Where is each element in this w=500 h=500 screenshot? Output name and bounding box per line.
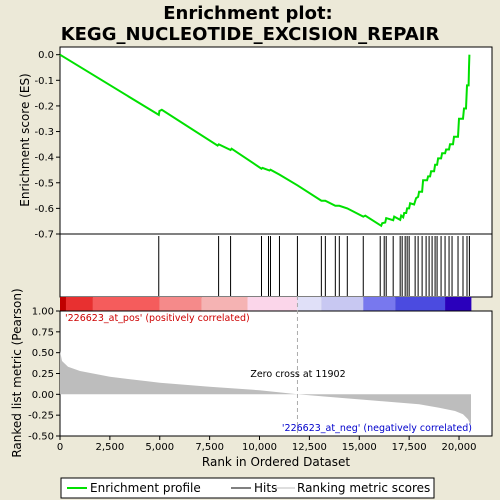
es-panel — [59, 46, 493, 235]
x-tick-label: 10,000 — [242, 442, 277, 453]
heat-segment — [445, 297, 472, 311]
es-y-tick-label: -0.1 — [34, 76, 54, 87]
ranking-y-tick-label: -0.50 — [28, 432, 54, 443]
es-y-tick-label: 0.0 — [38, 50, 54, 61]
pos-correlated-label: '226623_at_pos' (positively correlated) — [65, 313, 250, 324]
x-tick-label: 12,500 — [292, 442, 327, 453]
zero-cross-label: Zero cross at 11902 — [250, 369, 345, 380]
x-tick-label: 0 — [57, 442, 63, 453]
hits-panel — [59, 233, 493, 298]
heat-segment — [247, 297, 298, 311]
ranking-y-tick-label: 0.00 — [32, 390, 54, 401]
legend-ranking-label: Ranking metric scores — [297, 481, 430, 495]
es-y-axis: 0.0 -0.1 -0.2 -0.3 -0.4 -0.5 -0.6 -0.7 — [34, 50, 60, 241]
x-axis: 0 2,500 5,000 7,500 10,000 12,500 15,000 17,500… — [57, 436, 477, 453]
ranking-panel — [59, 310, 493, 437]
es-y-tick-label: -0.5 — [34, 178, 54, 189]
heat-segment — [297, 297, 322, 311]
heat-segment — [92, 297, 160, 311]
ranking-heat-bar — [60, 297, 472, 311]
legend-enrichment-label: Enrichment profile — [90, 481, 201, 495]
heat-segment — [159, 297, 202, 311]
hit-markers — [158, 236, 470, 296]
ranking-y-tick-label: 0.75 — [32, 327, 54, 338]
heat-segment — [201, 297, 248, 311]
es-y-axis-label: Enrichment score (ES) — [18, 73, 32, 206]
chart-title-line2: KEGG_NUCLEOTIDE_EXCISION_REPAIR — [61, 24, 440, 45]
ranking-metric-area — [60, 351, 471, 425]
ranking-y-tick-label: 0.50 — [32, 348, 54, 359]
chart-title-line1: Enrichment plot: — [163, 3, 333, 24]
x-tick-label: 7,500 — [195, 442, 224, 453]
ranking-y-tick-label: -0.25 — [28, 411, 54, 422]
ranking-y-axis: 1.00 0.75 0.50 0.25 0.00 -0.25 -0.50 — [28, 307, 60, 443]
ranking-y-tick-label: 0.25 — [32, 369, 54, 380]
heat-segment — [363, 297, 396, 311]
enrichment-profile-line — [59, 53, 471, 228]
x-tick-label: 20,000 — [442, 442, 477, 453]
es-y-tick-label: -0.2 — [34, 101, 54, 112]
x-axis-label: Rank in Ordered Dataset — [202, 455, 350, 469]
heat-segment — [60, 297, 66, 311]
x-tick-label: 17,500 — [392, 442, 427, 453]
x-tick-label: 2,500 — [96, 442, 125, 453]
neg-correlated-label: '226623_at_neg' (negatively correlated) — [282, 423, 472, 434]
legend-hits-label: Hits — [254, 481, 277, 495]
ranking-y-tick-label: 1.00 — [32, 307, 54, 318]
x-tick-label: 5,000 — [145, 442, 174, 453]
heat-segment — [395, 297, 446, 311]
heat-segment — [321, 297, 364, 311]
es-y-tick-label: -0.4 — [34, 153, 54, 164]
es-y-tick-label: -0.7 — [34, 230, 54, 241]
es-y-tick-label: -0.3 — [34, 127, 54, 138]
heat-segment — [65, 297, 93, 311]
x-tick-label: 15,000 — [342, 442, 377, 453]
es-y-tick-label: -0.6 — [34, 204, 54, 215]
ranking-y-axis-label: Ranked list metric (Pearson) — [10, 288, 24, 457]
